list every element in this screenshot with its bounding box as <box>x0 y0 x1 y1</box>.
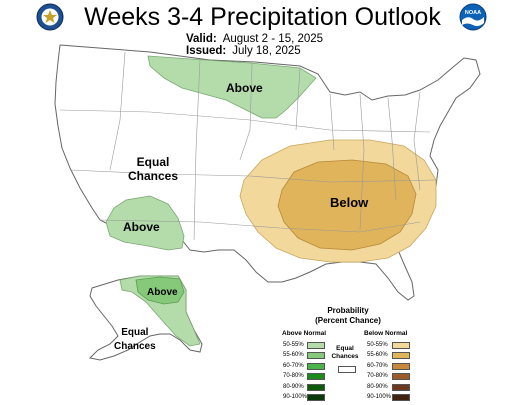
noaa-logo-icon: NOAA <box>459 3 487 31</box>
equal-chances-label-conus: Equal Chances <box>128 155 179 183</box>
legend-below-swatch <box>392 362 410 370</box>
legend-below-row: 70-80% <box>367 372 412 382</box>
legend-below-label: 90-100% <box>367 394 392 400</box>
legend-below-label: 55-60% <box>367 352 388 359</box>
valid-label: Valid: <box>186 33 217 45</box>
legend-below-label: 60-70% <box>367 362 388 369</box>
state-borders <box>59 51 437 241</box>
legend-above-swatch <box>307 342 325 349</box>
department-of-commerce-seal-icon <box>36 3 64 31</box>
region-southwest <box>105 195 185 251</box>
legend-below-row: 80-90% <box>367 383 412 393</box>
legend-below-label: 80-90% <box>367 383 388 390</box>
legend-above-row: 70-80% <box>283 372 327 382</box>
equal-chances-label-alaska: Equal Chances <box>114 327 156 352</box>
legend-above-swatch <box>307 373 325 381</box>
region-northern-plains <box>147 55 317 119</box>
legend-below-row: 50-55% <box>367 341 412 351</box>
region-label-southwest: Above <box>123 220 160 234</box>
legend-above-label: 90-100% <box>283 394 308 400</box>
map-title: Weeks 3-4 Precipitation Outlook <box>84 3 441 31</box>
noaa-logo-text: NOAA <box>465 10 481 16</box>
legend-above-label: 50-55% <box>283 342 304 348</box>
legend-above-row: 55-60% <box>283 351 327 361</box>
legend-below-swatch <box>392 383 410 391</box>
valid-value: August 2 - 15, 2025 <box>222 33 324 45</box>
legend-below-swatch <box>392 342 410 349</box>
legend-equal-swatch <box>338 366 356 373</box>
legend-above-swatch <box>307 394 325 401</box>
legend-below-swatch <box>392 352 410 360</box>
legend-above-heading: Above Normal <box>282 330 327 337</box>
region-central-inner <box>277 159 417 251</box>
legend-below-row: 60-70% <box>367 362 412 372</box>
legend-above-row: 90-100% <box>283 393 327 403</box>
legend-above-label: 80-90% <box>283 383 304 390</box>
legend-below-label: 70-80% <box>367 373 388 380</box>
issued-date: Issued: July 18, 2025 <box>186 45 301 58</box>
region-alaska-northeast <box>135 276 185 305</box>
legend-above-row: 60-70% <box>283 362 327 372</box>
legend-above-row: 50-55% <box>283 341 327 351</box>
legend-below-label: 50-55% <box>367 342 388 348</box>
legend-above-label: 55-60% <box>283 352 304 359</box>
legend-below-row: 55-60% <box>367 351 412 361</box>
legend-below-heading: Below Normal <box>364 330 408 337</box>
legend-below-swatch <box>392 394 410 401</box>
legend-below-swatch <box>392 373 410 381</box>
legend-above-swatch <box>307 362 325 370</box>
region-label-central: Below <box>330 195 369 210</box>
legend-above-row: 80-90% <box>283 383 327 393</box>
legend-above-label: 60-70% <box>283 362 304 369</box>
region-label-alaska: Above <box>147 287 178 298</box>
issued-label: Issued: <box>186 45 227 57</box>
region-label-northern-plains: Above <box>226 81 263 95</box>
legend-equal-label: Equal Chances <box>331 345 359 360</box>
valid-dates: Valid: August 2 - 15, 2025 <box>186 33 323 46</box>
legend-above-swatch <box>307 383 325 391</box>
legend-above-label: 70-80% <box>283 373 304 380</box>
legend-equal-chances: Equal Chances <box>330 345 360 361</box>
issued-value: July 18, 2025 <box>232 45 301 57</box>
legend-title: Probability (Percent Chance) <box>315 306 381 325</box>
legend-above-swatch <box>307 352 325 360</box>
legend-below-row: 90-100% <box>367 393 412 403</box>
